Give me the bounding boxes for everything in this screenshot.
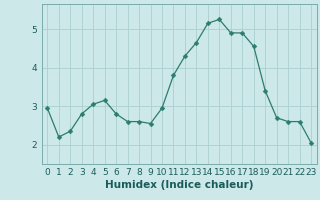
X-axis label: Humidex (Indice chaleur): Humidex (Indice chaleur) (105, 180, 253, 190)
